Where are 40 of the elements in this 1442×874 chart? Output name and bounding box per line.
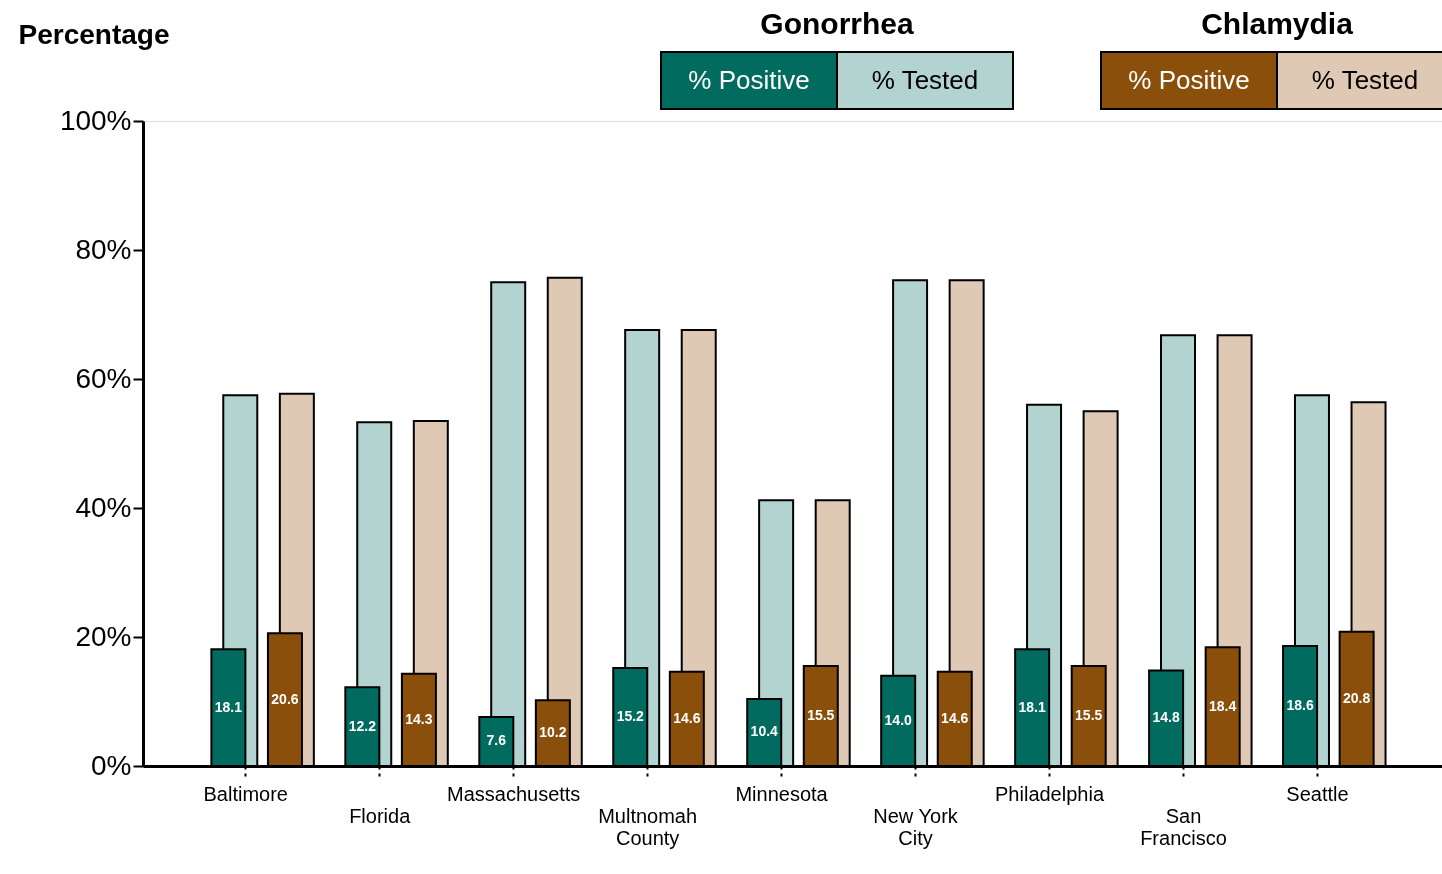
y-tick-label: 0% bbox=[91, 749, 132, 781]
data-label: 15.5 bbox=[1075, 707, 1103, 724]
data-label: 14.6 bbox=[941, 709, 969, 726]
x-tick-label: Seattle bbox=[1286, 782, 1349, 805]
data-label: 7.6 bbox=[486, 732, 507, 749]
data-label: 15.2 bbox=[616, 707, 645, 724]
data-label: 18.6 bbox=[1286, 697, 1314, 714]
x-tick-label: Baltimore bbox=[203, 782, 288, 805]
x-tick-label: Florida bbox=[349, 804, 412, 827]
y-tick-label: 40% bbox=[75, 491, 132, 523]
y-axis-title: Percentage bbox=[18, 18, 170, 50]
data-label: 14.3 bbox=[405, 710, 433, 727]
x-tick-label: Massachusetts bbox=[446, 782, 581, 805]
data-label: 10.2 bbox=[539, 724, 567, 741]
data-label: 12.2 bbox=[348, 717, 377, 734]
x-tick-label: Philadelphia bbox=[995, 782, 1105, 805]
x-tick-label: Minnesota bbox=[735, 782, 829, 805]
text: Gonorrhea bbox=[760, 7, 914, 40]
data-label: 18.4 bbox=[1209, 697, 1237, 714]
x-tick-label: San Francisco bbox=[1140, 804, 1227, 849]
x-tick-label: New York City bbox=[873, 804, 959, 849]
text: Chlamydia bbox=[1201, 7, 1353, 40]
data-label: 20.8 bbox=[1343, 689, 1371, 706]
data-label: 15.5 bbox=[807, 707, 835, 724]
x-tick-label: Multnomah County bbox=[598, 804, 698, 849]
text: % Positive bbox=[1128, 65, 1250, 95]
data-label: 10.4 bbox=[750, 723, 779, 740]
text: % Tested bbox=[871, 65, 979, 95]
data-label: 14.8 bbox=[1152, 709, 1180, 726]
y-tick-label: 60% bbox=[75, 362, 132, 394]
y-tick-label: 100% bbox=[59, 104, 132, 136]
data-label: 18.1 bbox=[214, 698, 243, 715]
data-label: 20.6 bbox=[271, 690, 299, 707]
data-label: 14.0 bbox=[884, 711, 913, 728]
y-tick-label: 80% bbox=[75, 233, 132, 265]
y-tick-label: 20% bbox=[75, 620, 132, 652]
text: % Positive bbox=[688, 65, 810, 95]
text: % Tested bbox=[1311, 65, 1419, 95]
data-label: 18.1 bbox=[1018, 698, 1046, 715]
data-label: 14.6 bbox=[673, 709, 701, 726]
